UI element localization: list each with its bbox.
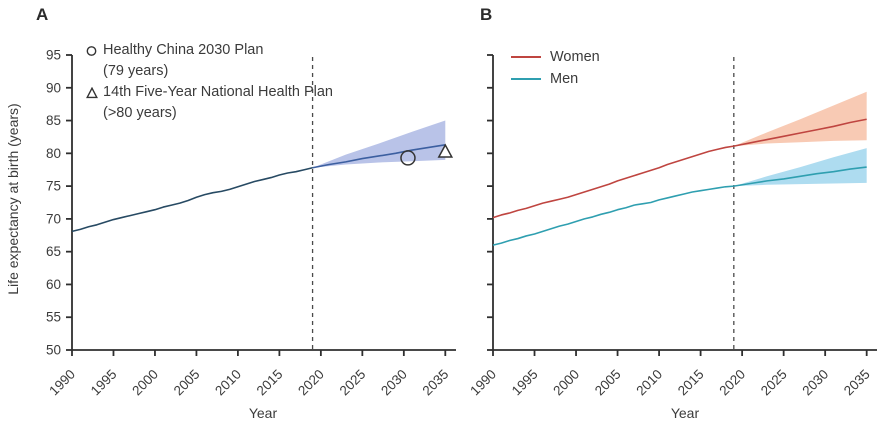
svg-text:2000: 2000 [550, 367, 582, 399]
men-line-swatch-icon [511, 77, 541, 81]
svg-text:1995: 1995 [509, 367, 541, 399]
triangle-marker-icon [86, 86, 103, 99]
y-axis-title: Life expectancy at birth (years) [5, 103, 21, 295]
svg-text:85: 85 [46, 113, 61, 128]
svg-text:2030: 2030 [378, 367, 410, 399]
svg-text:95: 95 [46, 48, 61, 63]
svg-text:2015: 2015 [675, 367, 707, 399]
circle-marker-icon [86, 45, 103, 57]
svg-text:2020: 2020 [295, 367, 327, 399]
svg-text:90: 90 [46, 80, 61, 95]
legend-item-men: Men [511, 68, 600, 90]
legend-item-healthy-china: Healthy China 2030 Plan [86, 40, 333, 61]
panel-b-label: B [480, 5, 493, 24]
svg-text:60: 60 [46, 277, 61, 292]
tick-labels: 1990 1995 2000 2005 2010 2015 2020 2025 2030 2035 [467, 367, 873, 399]
legend-item-five-year-plan: 14th Five-Year National Health Plan [86, 82, 333, 103]
uncertainty-band [733, 91, 867, 147]
svg-text:2015: 2015 [254, 367, 286, 399]
svg-text:2010: 2010 [212, 367, 244, 399]
svg-text:2000: 2000 [129, 367, 161, 399]
svg-text:55: 55 [46, 310, 61, 325]
series-line [492, 118, 867, 219]
svg-text:2035: 2035 [420, 367, 452, 399]
legend-item-label: Men [550, 71, 579, 87]
svg-text:70: 70 [46, 211, 61, 226]
svg-text:2025: 2025 [337, 367, 369, 399]
svg-text:2035: 2035 [841, 367, 873, 399]
axes [66, 54, 456, 356]
legend-item-sublabel: (79 years) [103, 63, 169, 79]
target-triangle-marker [437, 143, 454, 158]
svg-text:2025: 2025 [758, 367, 790, 399]
panel-b: 1990 1995 2000 2005 2010 2015 2020 2025 2030 2035 [467, 54, 877, 399]
svg-text:1990: 1990 [467, 367, 499, 399]
axes [487, 54, 877, 356]
svg-text:2005: 2005 [592, 367, 624, 399]
svg-text:80: 80 [46, 146, 61, 161]
svg-text:2010: 2010 [633, 367, 665, 399]
x-axis-title-panel-b: Year [670, 405, 700, 421]
panel-a-label: A [36, 5, 49, 24]
legend-item-sublabel: (>80 years) [103, 105, 177, 121]
legend-panel-a: Healthy China 2030 Plan (79 years) 14th … [86, 40, 333, 124]
svg-text:1990: 1990 [46, 367, 78, 399]
legend-item-women: Women [511, 46, 600, 68]
svg-text:1995: 1995 [88, 367, 120, 399]
series-line [312, 144, 446, 169]
women-line-swatch-icon [511, 55, 541, 59]
svg-text:2005: 2005 [171, 367, 203, 399]
target-circle-marker [400, 150, 416, 166]
svg-text:2020: 2020 [716, 367, 748, 399]
legend-panel-b: Women Men [511, 46, 600, 90]
svg-text:75: 75 [46, 179, 61, 194]
legend-item-label: Women [550, 49, 600, 65]
svg-text:2030: 2030 [799, 367, 831, 399]
uncertainty-band [733, 148, 867, 187]
legend-item-label: Healthy China 2030 Plan [103, 42, 264, 58]
series-line [71, 166, 313, 233]
legend-item-label: 14th Five-Year National Health Plan [103, 84, 333, 100]
svg-text:50: 50 [46, 343, 61, 358]
series-line [492, 166, 867, 246]
x-axis-title-panel-a: Year [248, 405, 278, 421]
svg-text:65: 65 [46, 244, 61, 259]
uncertainty-band [312, 120, 446, 168]
